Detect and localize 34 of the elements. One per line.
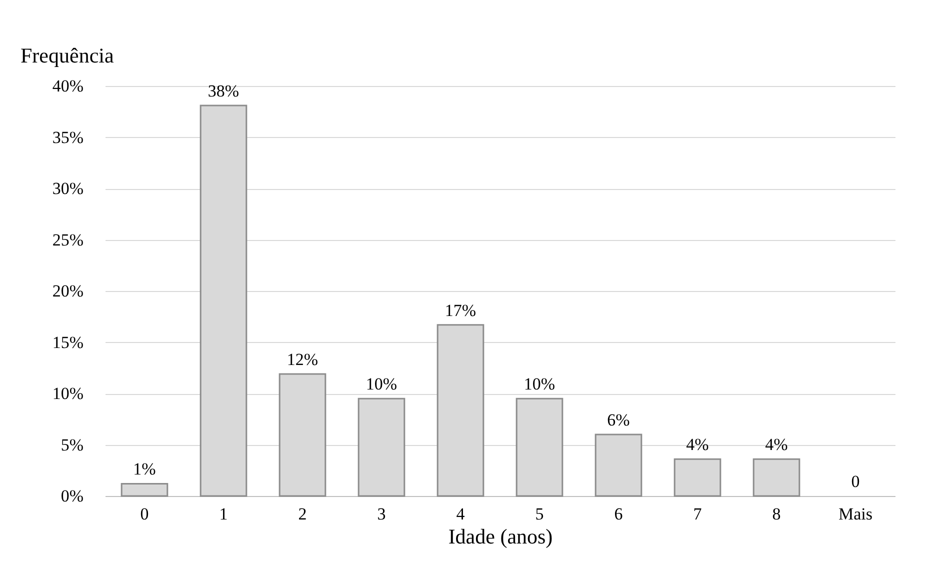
y-tick-label: 5%	[60, 435, 84, 454]
x-tick-label: 1	[219, 504, 228, 524]
y-tick-label: 15%	[52, 332, 84, 352]
data-label: 4%	[765, 435, 788, 454]
data-label: 12%	[286, 350, 318, 370]
x-tick-label: 6	[614, 504, 623, 524]
x-tick-label: 7	[693, 504, 702, 524]
x-tick-label: 4	[456, 504, 466, 524]
x-tick-label: 5	[535, 504, 544, 524]
data-label: 1%	[133, 460, 156, 479]
x-tick-label: 3	[377, 504, 386, 524]
bar	[674, 458, 722, 497]
data-label: 10%	[366, 374, 398, 394]
x-tick-label: 0	[140, 504, 149, 524]
x-tick-label: 2	[298, 504, 307, 524]
x-tick-label: Mais	[838, 504, 872, 524]
data-label: 4%	[686, 435, 709, 454]
data-label: 6%	[607, 410, 630, 430]
x-axis-title: Idade (anos)	[448, 524, 553, 548]
x-tick-label: 8	[772, 504, 781, 524]
y-tick-label: 25%	[52, 230, 84, 250]
data-label: 10%	[524, 374, 556, 394]
data-label: 0	[851, 472, 860, 491]
data-label: 17%	[444, 300, 476, 320]
y-tick-label: 30%	[52, 179, 84, 198]
y-tick-label: 0%	[60, 486, 84, 506]
y-tick-label: 35%	[52, 128, 84, 147]
y-tick-label: 10%	[52, 384, 84, 403]
data-label: 38%	[208, 81, 240, 100]
y-tick-label: 20%	[52, 282, 84, 300]
y-tick-label: 40%	[52, 76, 84, 96]
bar	[752, 458, 800, 497]
y-axis-title: Frequência	[20, 44, 114, 68]
bar	[120, 482, 168, 497]
